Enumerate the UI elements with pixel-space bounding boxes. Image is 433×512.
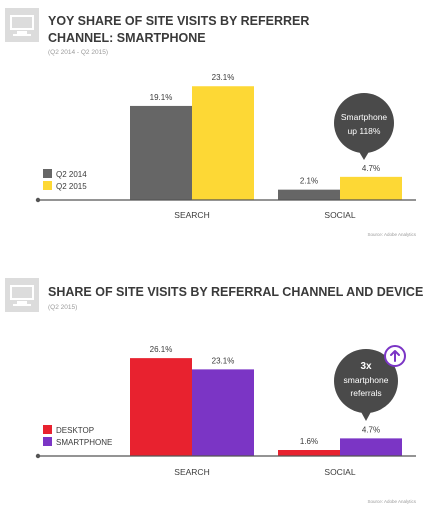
legend-label-desktop: DESKTOP bbox=[56, 426, 94, 435]
callout-2-line-2: smartphone bbox=[344, 375, 389, 385]
data-label-social-q2-2014: 2.1% bbox=[300, 177, 318, 186]
chart-2-callout: 3x smartphone referrals bbox=[334, 345, 406, 421]
chart-1-subtitle: (Q2 2014 - Q2 2015) bbox=[48, 49, 108, 56]
bar-search-smartphone bbox=[192, 369, 254, 456]
chart-1-callout: Smartphone up 118% bbox=[334, 93, 394, 160]
legend-swatch-desktop bbox=[43, 425, 52, 434]
chart-2-legend: DESKTOP SMARTPHONE bbox=[43, 425, 112, 447]
data-label-search-smartphone: 23.1% bbox=[212, 356, 235, 365]
category-label-search: SEARCH bbox=[174, 210, 209, 220]
axis-end-dot bbox=[35, 453, 41, 459]
category-label-social: SOCIAL bbox=[324, 467, 355, 477]
chart-2-source: Source: Adobe Analytics bbox=[367, 499, 416, 504]
bar-search-desktop bbox=[130, 358, 192, 456]
legend-label-smartphone: SMARTPHONE bbox=[56, 438, 112, 447]
bar-search-q2-2015 bbox=[192, 86, 254, 200]
monitor-icon bbox=[5, 278, 39, 312]
chart-1: YOY SHARE OF SITE VISITS BY REFERRER CHA… bbox=[5, 8, 417, 237]
monitor-icon bbox=[5, 8, 39, 42]
category-label-social: SOCIAL bbox=[324, 210, 355, 220]
chart-1-source: Source: Adobe Analytics bbox=[367, 232, 416, 237]
bar-social-desktop bbox=[278, 450, 340, 456]
chart-1-plot: 19.1% 23.1% SEARCH 2.1% 4.7% SOCIAL bbox=[35, 73, 416, 220]
bar-social-q2-2015 bbox=[340, 176, 402, 200]
data-label-social-desktop: 1.6% bbox=[300, 437, 318, 446]
callout-1-line-1: Smartphone bbox=[341, 112, 388, 122]
chart-1-legend: Q2 2014 Q2 2015 bbox=[43, 169, 87, 191]
category-label-search: SEARCH bbox=[174, 467, 209, 477]
callout-1-line-2: up 118% bbox=[348, 126, 381, 136]
data-label-social-smartphone: 4.7% bbox=[362, 425, 380, 434]
chart-1-title-line-1: YOY SHARE OF SITE VISITS BY REFERRER bbox=[48, 14, 309, 28]
axis-end-dot bbox=[35, 197, 41, 203]
data-label-search-desktop: 26.1% bbox=[150, 345, 173, 354]
legend-swatch-q2-2015 bbox=[43, 181, 52, 190]
bar-search-q2-2014 bbox=[130, 105, 192, 200]
legend-swatch-q2-2014 bbox=[43, 169, 52, 178]
chart-1-title-line-2: CHANNEL: SMARTPHONE bbox=[48, 31, 206, 45]
chart-2-title: SHARE OF SITE VISITS BY REFERRAL CHANNEL… bbox=[48, 285, 423, 299]
legend-label-q2-2014: Q2 2014 bbox=[56, 170, 87, 179]
legend-label-q2-2015: Q2 2015 bbox=[56, 182, 87, 191]
bar-social-q2-2014 bbox=[278, 189, 340, 200]
chart-2-subtitle: (Q2 2015) bbox=[48, 304, 77, 311]
callout-2-line-3: referrals bbox=[350, 388, 381, 398]
legend-swatch-smartphone bbox=[43, 437, 52, 446]
data-label-search-q2-2014: 19.1% bbox=[150, 93, 173, 102]
data-label-social-q2-2015: 4.7% bbox=[362, 164, 380, 173]
data-label-search-q2-2015: 23.1% bbox=[212, 73, 235, 82]
chart-2: SHARE OF SITE VISITS BY REFERRAL CHANNEL… bbox=[5, 278, 423, 504]
bar-social-smartphone bbox=[340, 438, 402, 456]
arrow-up-icon bbox=[384, 345, 406, 367]
callout-2-line-1: 3x bbox=[360, 361, 372, 372]
chart-2-plot: 26.1% 23.1% SEARCH 1.6% 4.7% SOCIAL bbox=[35, 345, 416, 477]
